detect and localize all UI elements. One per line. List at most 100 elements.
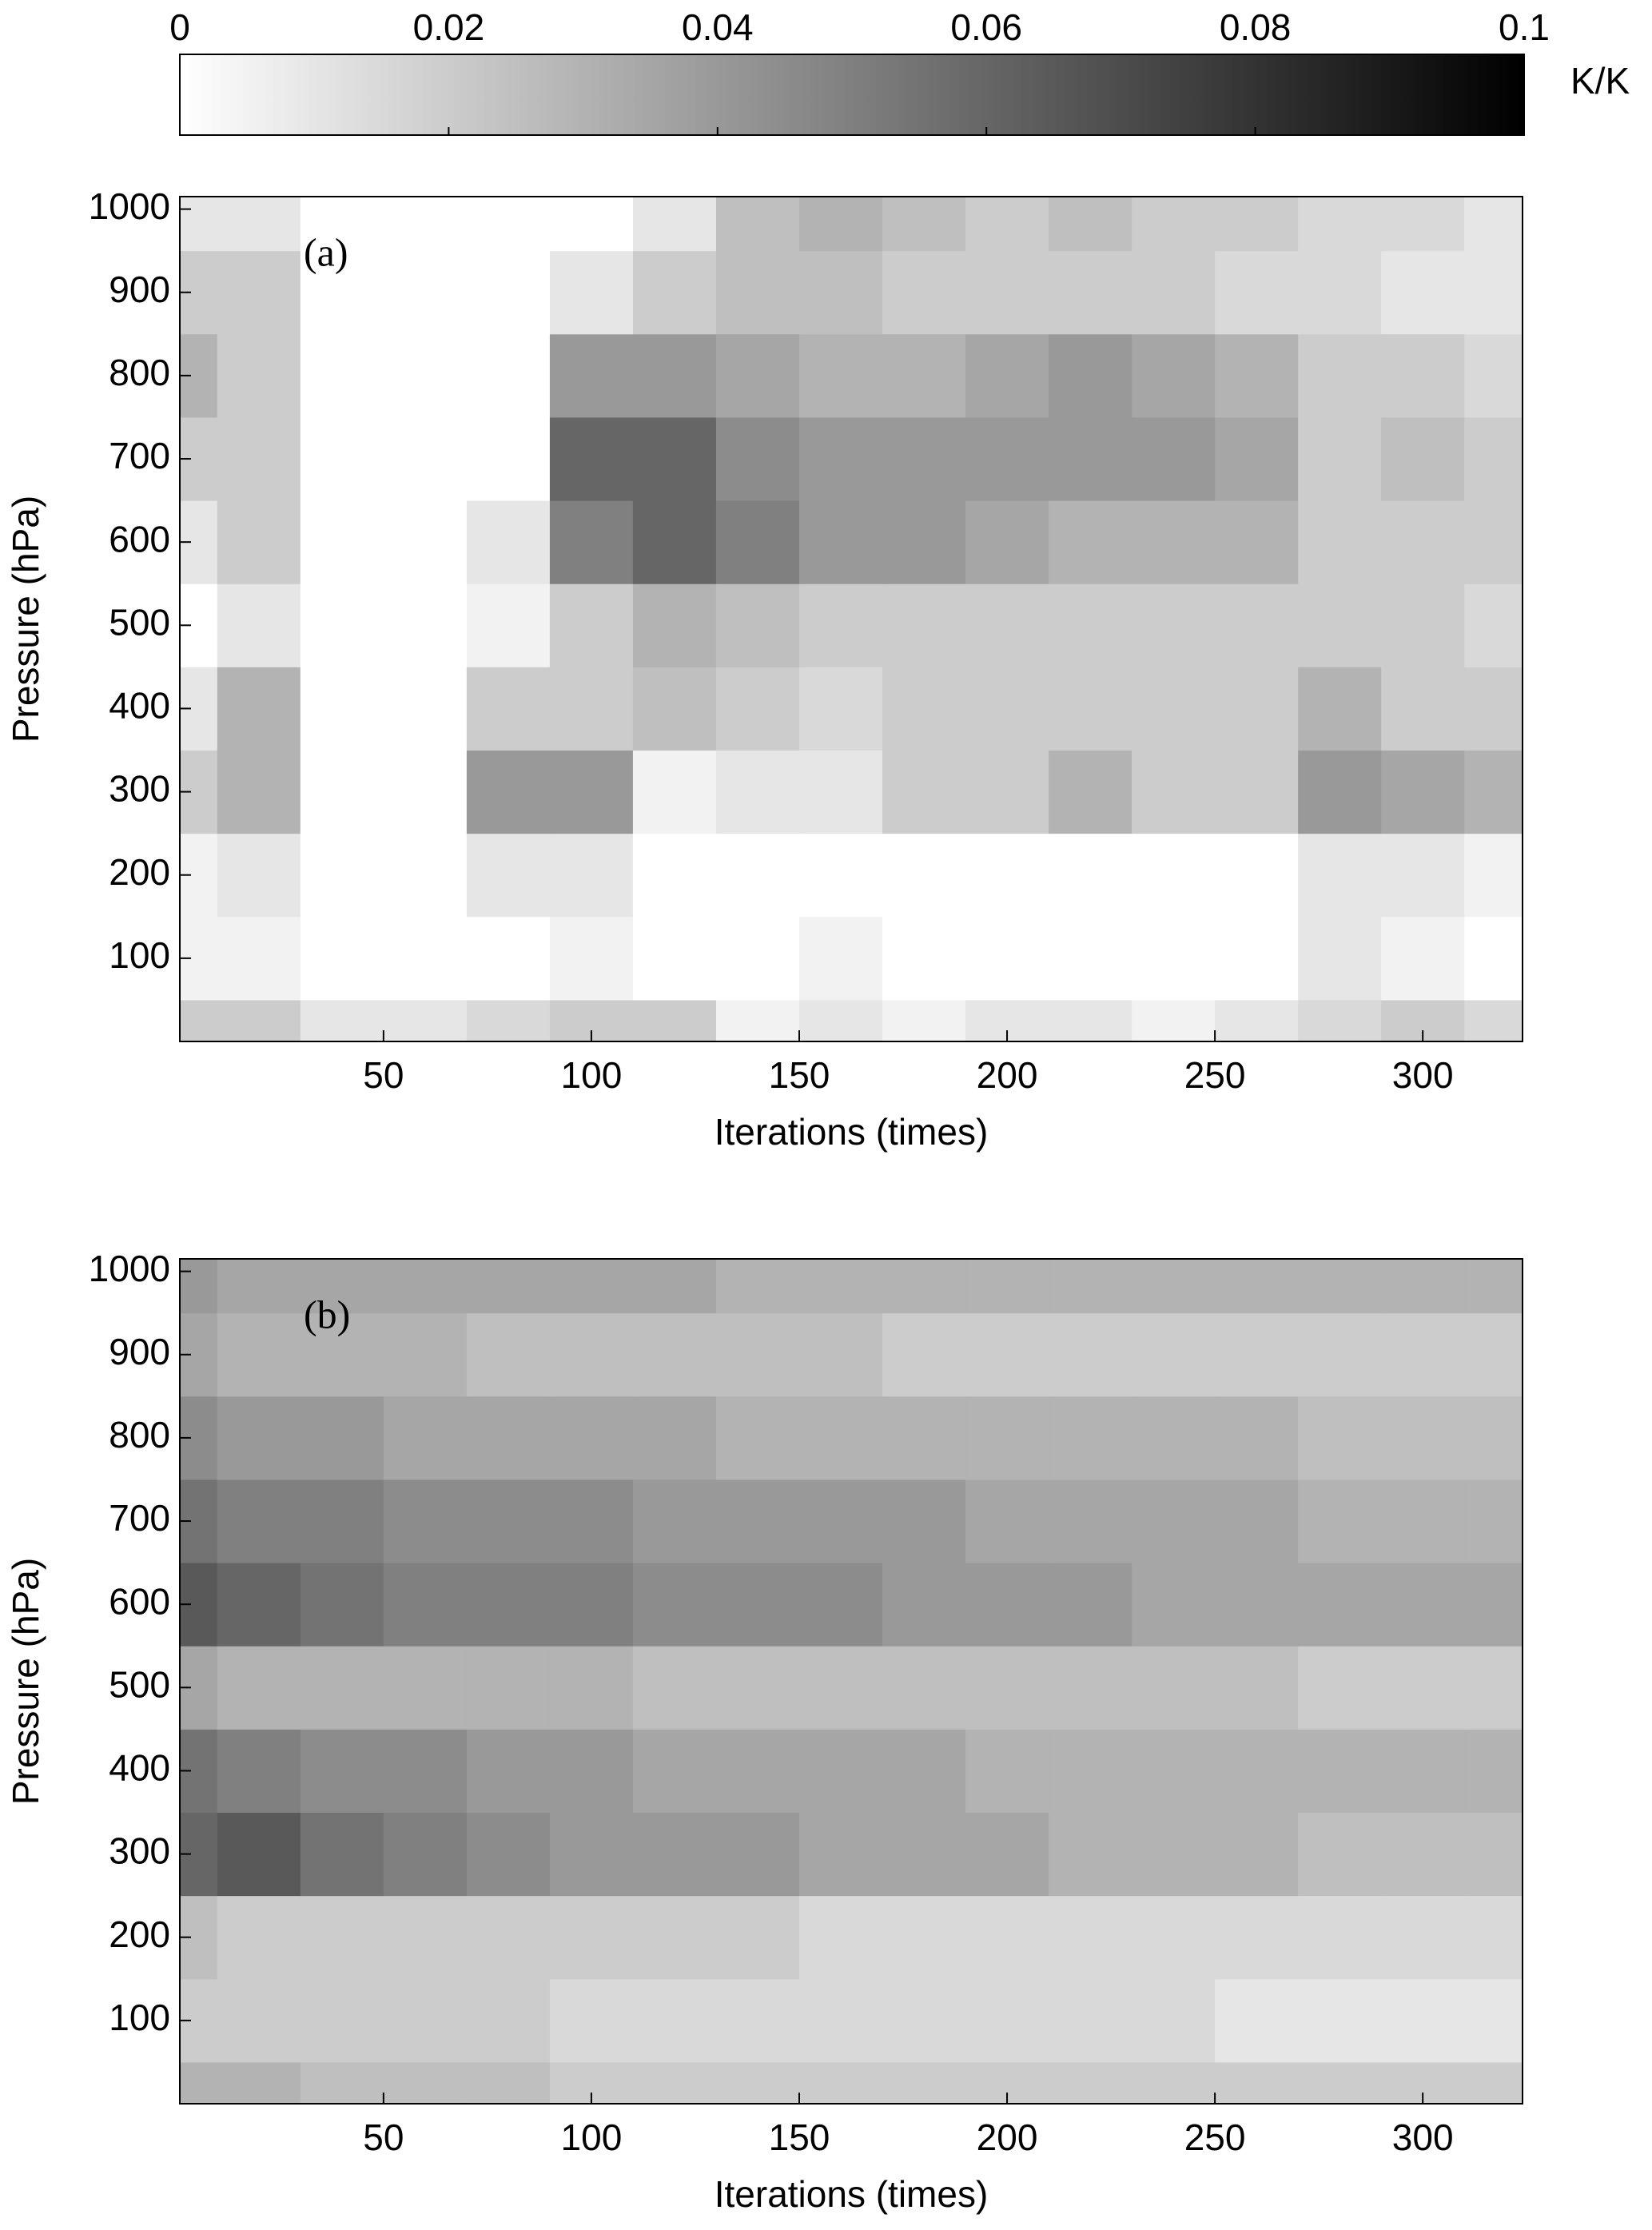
heatmap-cell (798, 416, 883, 501)
heatmap-cell (715, 1978, 800, 2063)
heatmap-cell (1049, 1312, 1133, 1397)
heatmap-cell (1298, 667, 1382, 751)
heatmap-cell (632, 1259, 717, 1314)
heatmap-cell (798, 1259, 883, 1314)
heatmap-cell (300, 667, 384, 751)
heatmap-cell (300, 1259, 384, 1314)
heatmap-cell (300, 1396, 384, 1480)
heatmap-cell (1132, 416, 1216, 501)
heatmap-cell (1215, 583, 1299, 667)
heatmap-cell (1464, 833, 1523, 918)
plot-frame (179, 196, 1523, 1042)
heatmap-cell (549, 1479, 634, 1563)
heatmap-cell (632, 667, 717, 751)
heatmap-cell (798, 999, 883, 1041)
heatmap-cell (549, 1259, 634, 1314)
heatmap-cell (300, 583, 384, 667)
heatmap-cell (965, 1812, 1049, 1897)
heatmap-cell (383, 667, 468, 751)
heatmap-cell (1464, 1978, 1523, 2063)
heatmap-cell (466, 833, 551, 918)
heatmap-cell (180, 197, 218, 252)
heatmap-cell (549, 1978, 634, 2063)
colorbar-tick-label: 0.06 (950, 6, 1022, 48)
heatmap-cell (549, 1646, 634, 1730)
heatmap-cell (1215, 1259, 1299, 1314)
heatmap-cell (1464, 1646, 1523, 1730)
x-tick-label: 250 (1184, 2117, 1246, 2158)
colorbar-tick-label: 0.1 (1499, 6, 1550, 48)
heatmap-cell (715, 1895, 800, 1980)
heatmap-cell (965, 250, 1049, 335)
y-tick-label: 600 (109, 1580, 170, 1622)
heatmap-cell (965, 500, 1049, 584)
heatmap-cell (715, 1729, 800, 1814)
heatmap-cell (383, 999, 468, 1041)
heatmap-cell (965, 333, 1049, 418)
heatmap-cell (549, 416, 634, 501)
heatmap-cell (1464, 1729, 1523, 1814)
heatmap-cell (1298, 2061, 1382, 2104)
heatmap-cell (632, 2061, 717, 2104)
heatmap-cell (217, 2061, 301, 2104)
heatmap-cell (300, 1312, 384, 1397)
heatmap-cell (217, 197, 301, 252)
x-tick-label: 100 (561, 2117, 623, 2158)
heatmap-cell (1215, 916, 1299, 1001)
heatmap-cell (632, 500, 717, 584)
x-tick-label: 300 (1392, 1054, 1454, 1096)
heatmap-cell (1132, 1895, 1216, 1980)
heatmap-cell (882, 1563, 966, 1647)
heatmap-cell (466, 750, 551, 834)
heatmap-cell (1298, 197, 1382, 252)
heatmap-cell (217, 583, 301, 667)
heatmap-cell (632, 1312, 717, 1397)
heatmap-cell (1049, 1978, 1133, 2063)
heatmap-cell (180, 1259, 218, 1314)
heatmap-cell (965, 1646, 1049, 1730)
heatmap-cell (1049, 667, 1133, 751)
heatmap-cell (1215, 1978, 1299, 2063)
heatmap-cell (300, 250, 384, 335)
heatmap-cell (1464, 416, 1523, 501)
heatmap-cell (1464, 1895, 1523, 1980)
heatmap-cell (549, 1729, 634, 1814)
heatmap-cell (798, 500, 883, 584)
heatmap-cell (882, 333, 966, 418)
heatmap-cell (632, 250, 717, 335)
heatmap-cell (632, 999, 717, 1041)
heatmap-cell (466, 2061, 551, 2104)
heatmap-cell (715, 583, 800, 667)
heatmap-cell (1464, 250, 1523, 335)
heatmap-cell (1132, 2061, 1216, 2104)
heatmap-cell (1381, 1312, 1465, 1397)
heatmap-cell (1381, 333, 1465, 418)
heatmap-cell (1298, 916, 1382, 1001)
heatmap-cell (466, 1563, 551, 1647)
heatmap-cell (466, 1978, 551, 2063)
heatmap (180, 197, 1523, 1041)
x-tick-label: 150 (769, 2117, 830, 2158)
heatmap-cell (798, 1479, 883, 1563)
heatmap-cell (1464, 750, 1523, 834)
heatmap-cell (466, 1729, 551, 1814)
heatmap-cell (549, 333, 634, 418)
y-tick-label: 800 (109, 1414, 170, 1455)
heatmap-cell (1132, 250, 1216, 335)
heatmap-cell (632, 833, 717, 918)
y-tick-label: 400 (109, 1747, 170, 1789)
heatmap-cell (1464, 1312, 1523, 1397)
heatmap-cell (632, 1396, 717, 1480)
heatmap-cell (383, 750, 468, 834)
x-tick-label: 50 (363, 2117, 404, 2158)
heatmap-cell (1381, 1895, 1465, 1980)
heatmap-cell (300, 1978, 384, 2063)
heatmap-cell (466, 1646, 551, 1730)
heatmap-cell (466, 1396, 551, 1480)
heatmap-cell (466, 1812, 551, 1897)
y-tick-label: 200 (109, 1913, 170, 1955)
heatmap-cell (217, 1646, 301, 1730)
heatmap-cell (1381, 750, 1465, 834)
x-axis-label: Iterations (times) (715, 1111, 989, 1153)
heatmap-cell (466, 1312, 551, 1397)
